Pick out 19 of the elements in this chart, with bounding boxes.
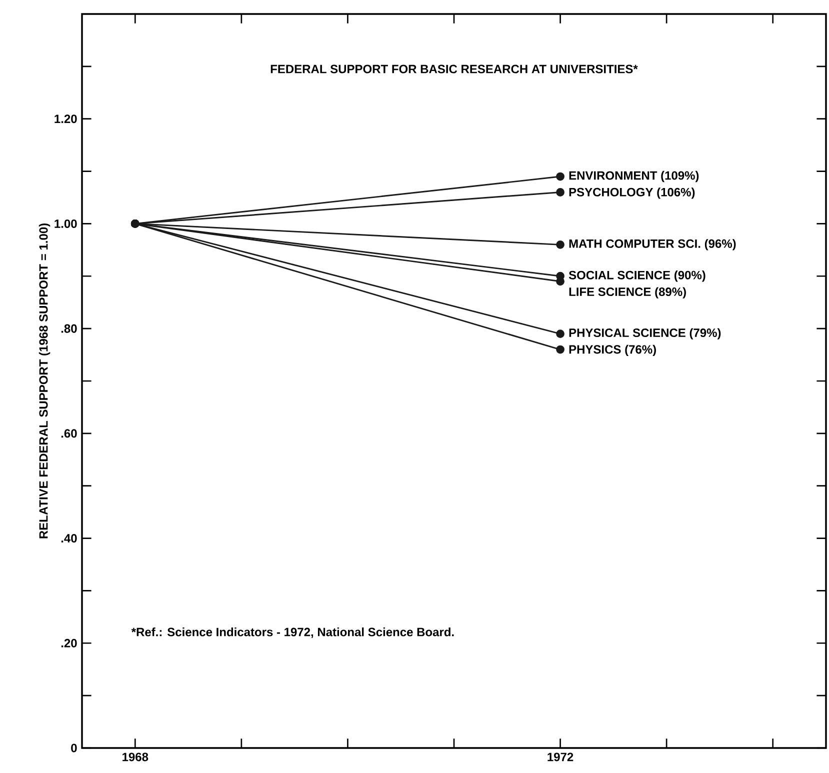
y-tick-label: 0: [71, 744, 77, 752]
y-tick-label: .60: [61, 429, 77, 438]
y-tick-label: .20: [61, 638, 77, 648]
text: FEDERAL SUPPORT FOR BASIC RESEARCH AT UNIVERSITIES*: [270, 64, 638, 74]
series-label: ENVIRONMENT (109%): [569, 170, 699, 182]
series-label: SOCIAL SCIENCE (90%): [568, 270, 706, 282]
y-tick-label: .80: [61, 324, 77, 333]
series-label: PHYSICS (76%): [569, 344, 656, 356]
series-label: LIFE SCIENCE (89%): [569, 287, 686, 298]
y-axis-title: RELATIVE FEDERAL SUPPORT (1968 SUPPORT = 1.00): [38, 224, 50, 538]
series-label: PHYSICAL SCIENCE (79%): [569, 328, 721, 340]
y-tick-label: 1.20: [54, 114, 77, 124]
x-tick-label: 1972: [548, 752, 574, 762]
x-tick-label: 1968: [122, 752, 148, 762]
annotation: *Ref.: Science Indicators - 1972, National Science Board.: [131, 627, 454, 638]
y-tick-label: 1.00: [54, 219, 77, 228]
series-label: MATH COMPUTER SCI. (96%): [569, 239, 736, 250]
series-label: PSYCHOLOGY (106%): [569, 188, 695, 199]
y-tick-label: .40: [61, 534, 77, 543]
